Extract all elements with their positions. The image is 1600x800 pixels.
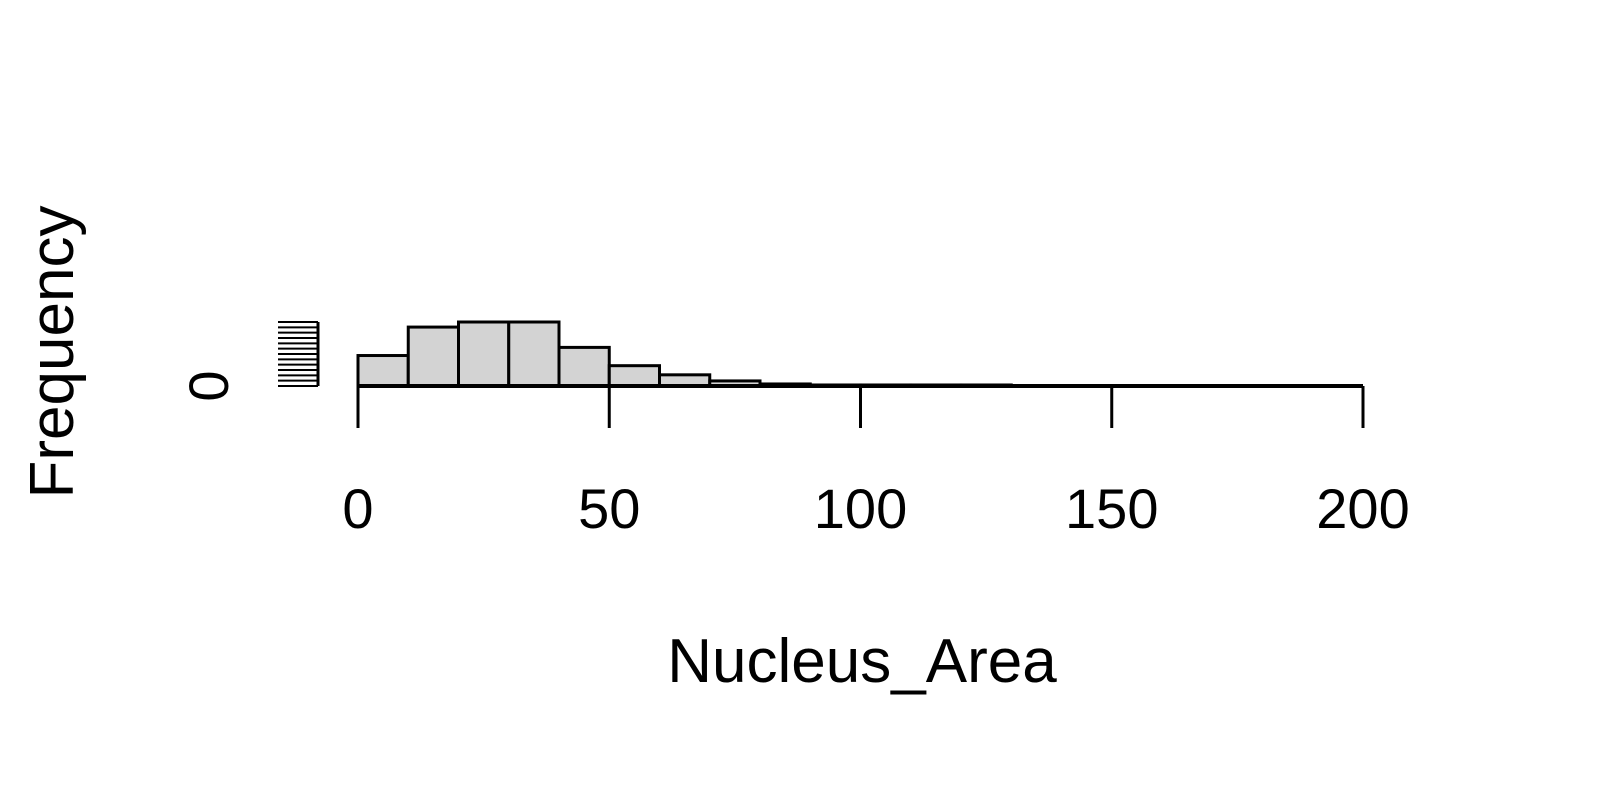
- y-axis: [278, 321, 320, 387]
- histogram-bar: [557, 345, 611, 388]
- x-tick-label: 100: [814, 477, 907, 540]
- histogram-bar: [406, 325, 460, 388]
- x-tick-label: 50: [578, 477, 640, 540]
- x-axis: 0 50 100 150 200: [342, 384, 1410, 540]
- x-tick-label: 150: [1065, 477, 1158, 540]
- x-tick-label: 200: [1316, 477, 1409, 540]
- x-tick-label: 0: [342, 477, 373, 540]
- y-axis-label: Frequency: [18, 206, 87, 499]
- x-axis-label: Nucleus_Area: [667, 627, 1057, 696]
- histogram-bar: [356, 354, 410, 388]
- histogram-bar: [607, 364, 661, 388]
- bars-group: [356, 320, 1013, 388]
- histogram-bar: [457, 320, 511, 388]
- histogram-bar: [507, 320, 561, 388]
- y-tick-label: 0: [177, 370, 240, 401]
